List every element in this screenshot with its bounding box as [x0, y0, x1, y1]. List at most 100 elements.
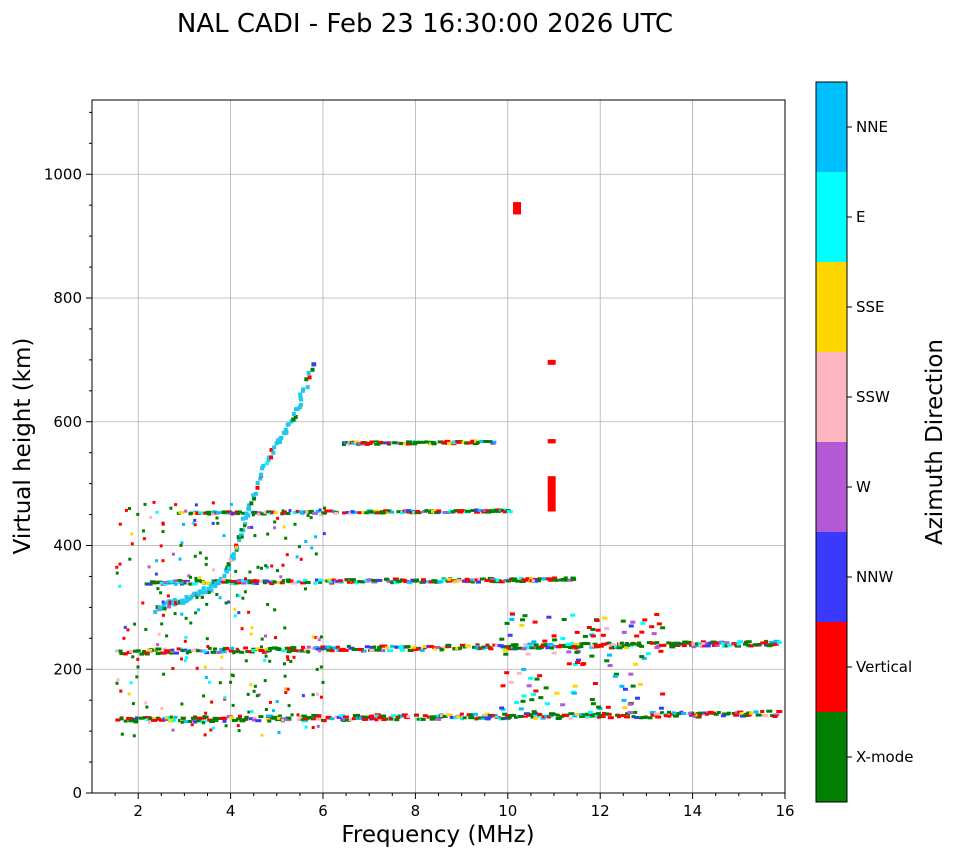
echo-point — [595, 628, 601, 632]
echo-point — [180, 720, 184, 724]
echo-point — [354, 581, 359, 585]
echo-point — [472, 442, 479, 445]
echo-point — [233, 650, 239, 654]
echo-point — [129, 681, 133, 685]
echo-point — [165, 650, 172, 654]
echo-point — [447, 579, 454, 583]
echo-point — [211, 521, 215, 525]
echo-point — [512, 646, 518, 650]
echo-point — [772, 642, 779, 646]
echo-point — [373, 440, 379, 444]
echo-point — [534, 677, 540, 681]
echo-point — [325, 645, 332, 649]
echo-point — [326, 716, 332, 720]
echo-point — [621, 698, 627, 702]
echo-point — [489, 580, 495, 583]
echo-point — [424, 440, 429, 444]
echo-point — [300, 714, 307, 718]
echo-point — [264, 647, 270, 651]
echo-point — [351, 648, 356, 651]
echo-point — [727, 643, 733, 647]
echo-point — [311, 713, 315, 717]
echo-point — [505, 579, 511, 583]
echo-point — [189, 621, 193, 625]
echo-point — [600, 642, 607, 646]
echo-point — [500, 717, 507, 721]
colorbar-tick-label: X-mode — [856, 748, 913, 766]
echo-point — [178, 557, 182, 561]
echo-point — [133, 720, 139, 724]
echo-point — [582, 634, 588, 638]
echo-point — [249, 683, 253, 687]
echo-point — [590, 644, 596, 648]
echo-point — [222, 534, 226, 538]
echo-point — [316, 636, 320, 640]
echo-point — [711, 644, 717, 647]
echo-point — [525, 577, 532, 581]
echo-point — [592, 682, 598, 685]
echo-point — [596, 705, 602, 709]
echo-point — [707, 710, 714, 714]
echo-point — [721, 644, 726, 648]
echo-point — [507, 644, 513, 648]
echo-point — [162, 603, 167, 607]
echo-point — [267, 647, 273, 650]
echo-point — [349, 578, 356, 582]
echo-point — [152, 500, 156, 504]
echo-point — [390, 714, 397, 718]
echo-point — [499, 706, 505, 710]
echo-point — [281, 718, 285, 722]
echo-point — [650, 641, 657, 645]
echo-point — [492, 643, 497, 647]
echo-point — [241, 581, 246, 585]
echo-point — [514, 701, 519, 704]
echo-point — [353, 440, 359, 444]
y-axis-label: Virtual height (km) — [10, 338, 36, 555]
echo-point — [215, 717, 221, 720]
echo-point — [158, 606, 163, 611]
echo-point — [245, 650, 250, 653]
echo-point — [178, 579, 182, 582]
echo-point — [215, 516, 219, 520]
echo-point — [377, 645, 383, 649]
echo-point — [529, 713, 534, 717]
echo-point — [597, 715, 601, 719]
echo-point — [447, 441, 452, 445]
echo-point — [676, 712, 682, 716]
echo-point — [315, 667, 319, 671]
echo-point — [579, 714, 586, 718]
echo-point — [685, 640, 692, 644]
echo-point — [761, 714, 768, 718]
echo-point — [532, 711, 538, 715]
echo-point — [459, 712, 464, 716]
echo-point — [132, 718, 139, 722]
echo-point — [244, 577, 247, 581]
echo-point — [430, 715, 437, 719]
echo-point — [713, 712, 719, 716]
echo-point — [126, 628, 130, 632]
echo-point — [144, 628, 148, 631]
echo-point — [682, 640, 689, 644]
echo-point — [401, 713, 408, 717]
echo-point — [372, 645, 377, 649]
echo-point — [470, 440, 475, 444]
echo-point — [168, 719, 175, 723]
echo-point — [524, 646, 531, 650]
echo-point — [118, 522, 122, 526]
echo-point — [115, 565, 119, 569]
echo-point — [584, 642, 591, 646]
colorbar-segment — [816, 82, 847, 172]
echo-point — [381, 649, 386, 653]
echo-point — [276, 716, 283, 720]
echo-point — [720, 641, 725, 645]
echo-point — [293, 522, 297, 526]
echo-point — [579, 642, 584, 646]
echo-point — [304, 587, 307, 591]
echo-point — [301, 645, 305, 649]
echo-point — [531, 640, 537, 644]
echo-point — [490, 578, 495, 581]
echo-point — [184, 509, 188, 513]
echo-point — [173, 715, 178, 719]
echo-point — [253, 491, 258, 496]
